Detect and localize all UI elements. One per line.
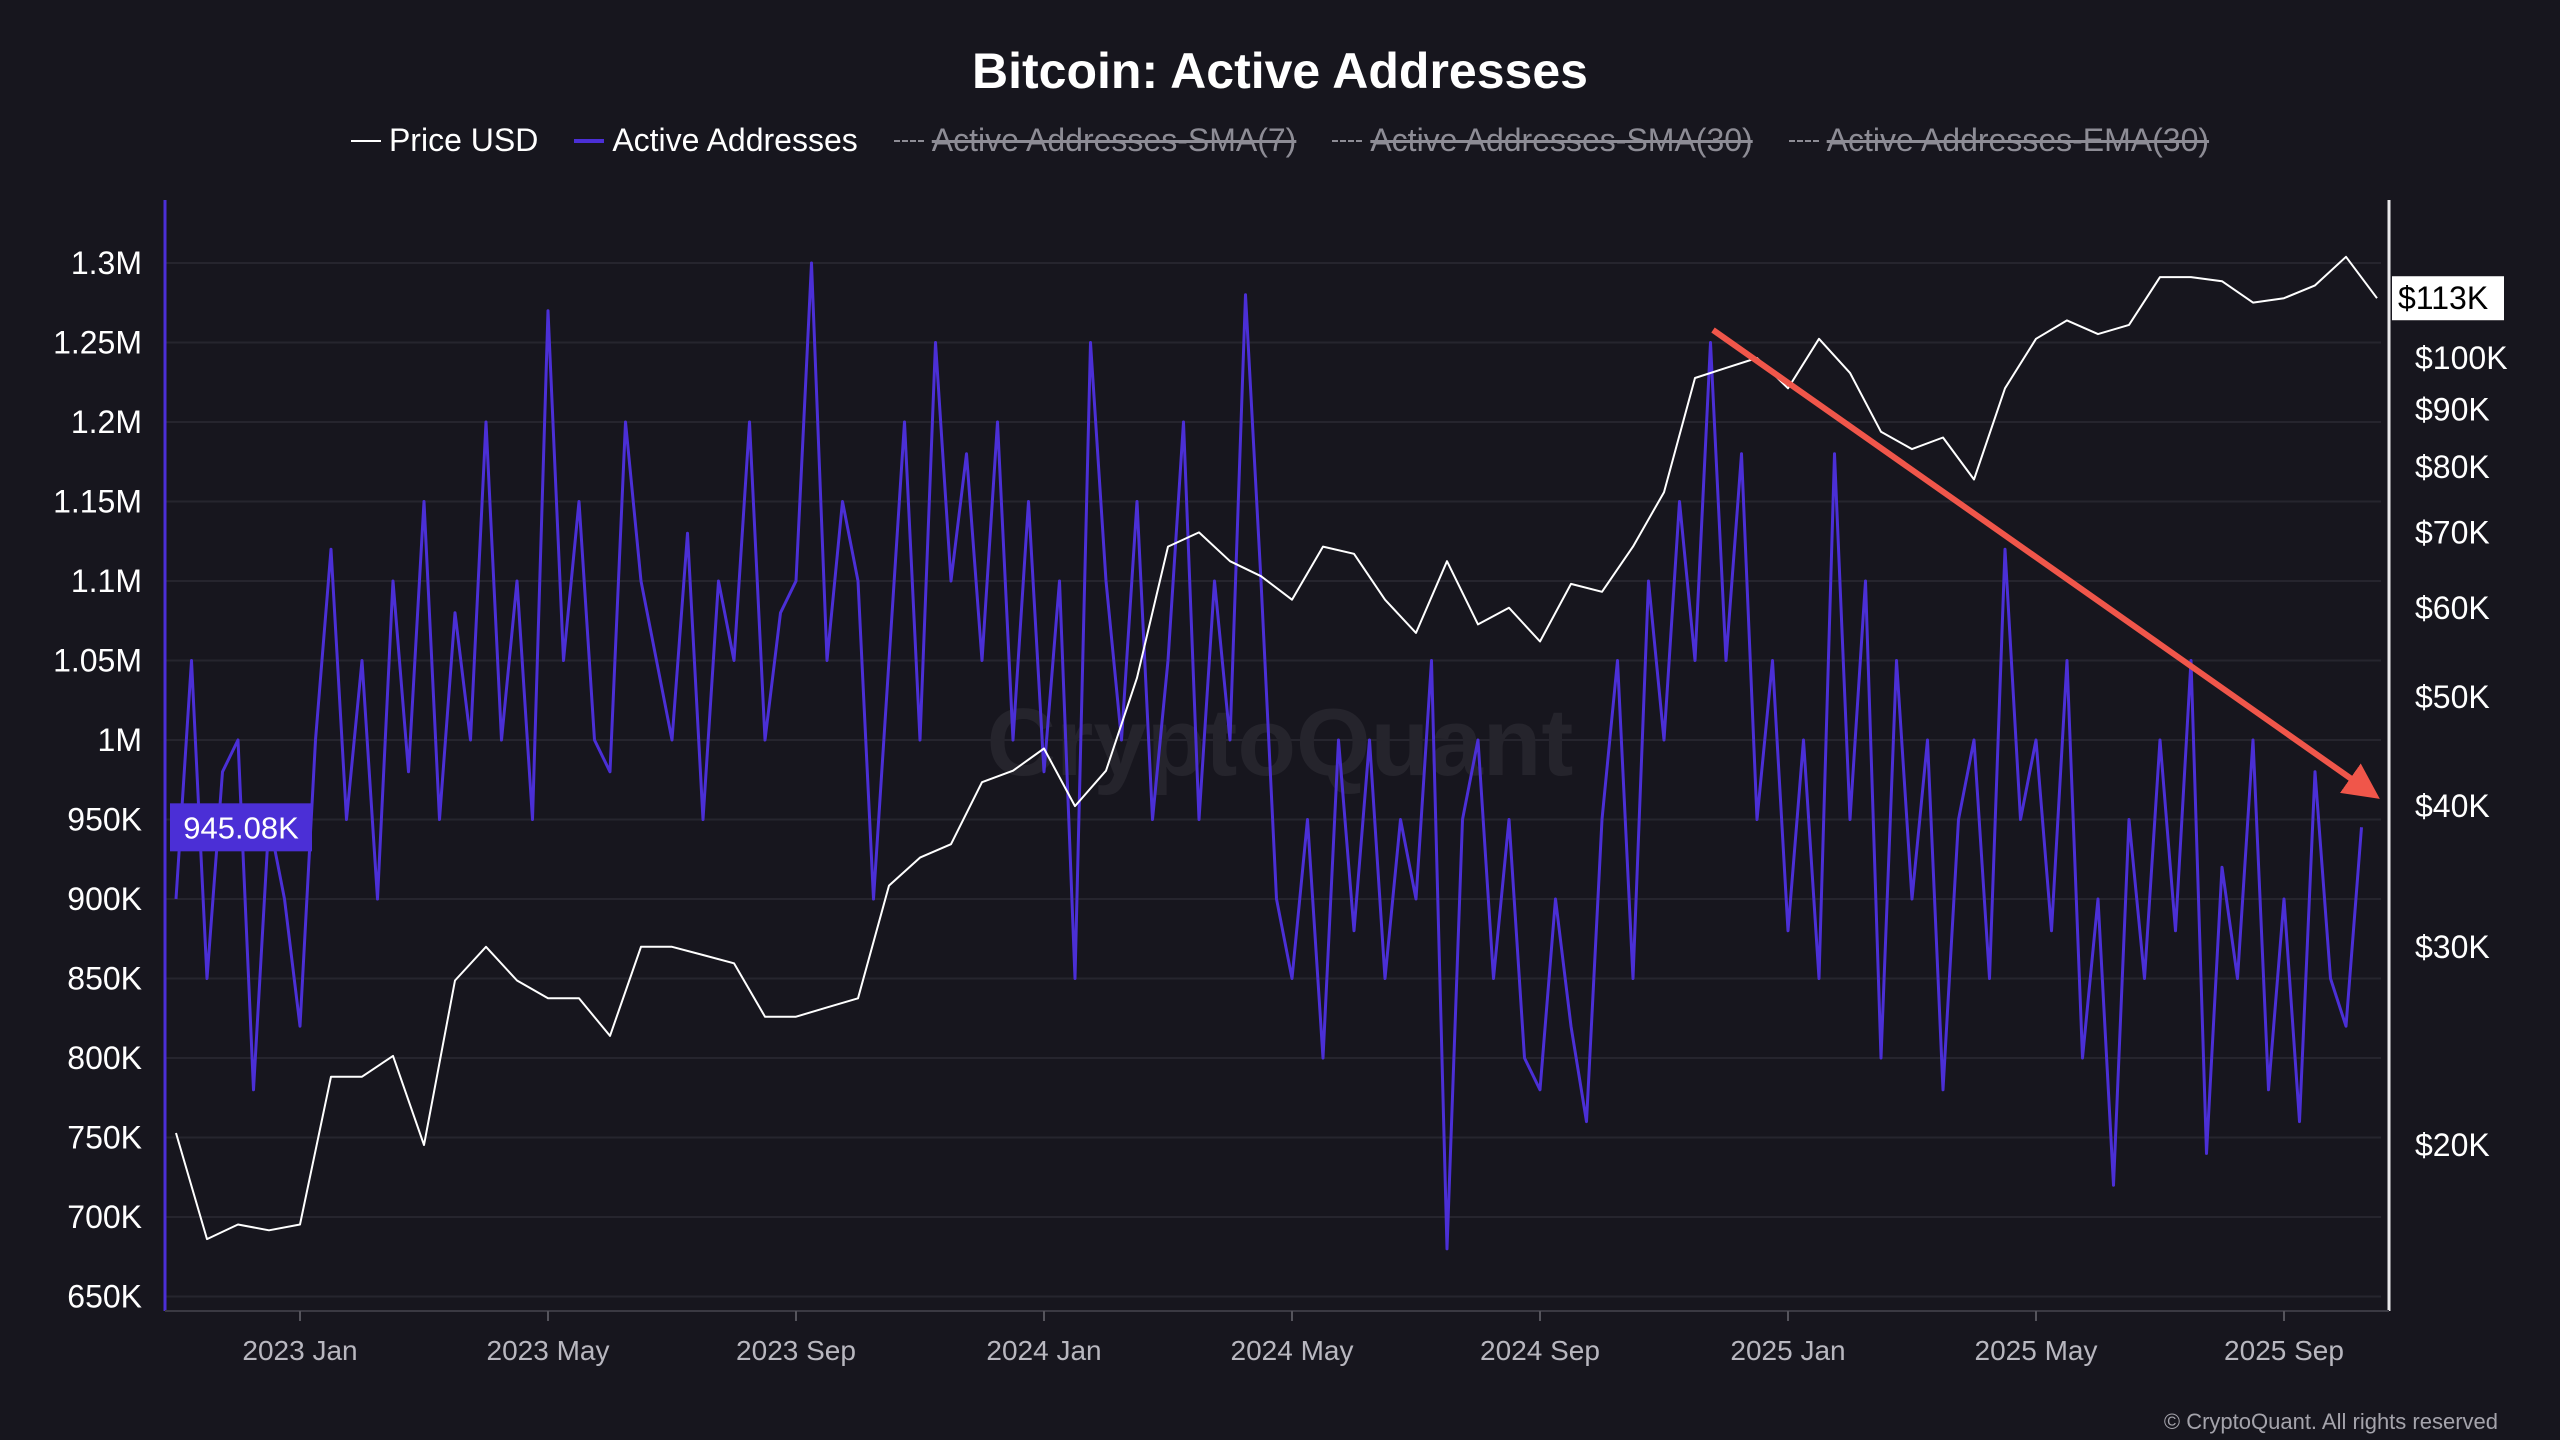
right-tick-label: $30K [2415, 929, 2490, 965]
x-tick-label: 2025 May [1975, 1335, 2098, 1366]
trend-arrow [1711, 327, 2380, 799]
active-addresses-line [174, 261, 2363, 1251]
x-tick-label: 2023 May [487, 1335, 610, 1366]
copyright: © CryptoQuant. All rights reserved [2163, 1409, 2498, 1434]
x-tick-label: 2025 Jan [1730, 1335, 1845, 1366]
left-tick-label: 1.1M [71, 563, 142, 599]
x-tick-label: 2024 Jan [986, 1335, 1101, 1366]
legend-swatch [350, 139, 381, 142]
legend-label: Active Addresses-SMA(7) [931, 122, 1297, 158]
legend-label: Price USD [388, 122, 539, 158]
left-tick-label: 1.25M [53, 325, 142, 361]
right-tick-label: $70K [2415, 514, 2490, 550]
legend-sma7[interactable]: Active Addresses-SMA(7) [893, 122, 1297, 159]
right-tick-label: $80K [2415, 449, 2490, 485]
chart-title: Bitcoin: Active Addresses [972, 43, 1588, 99]
left-tick-label: 1.15M [53, 484, 142, 520]
price-usd-line [175, 255, 2378, 1241]
left-tick-label: 850K [67, 961, 142, 997]
x-tick-label: 2025 Sep [2224, 1335, 2344, 1366]
current-price-label: $113K [2398, 280, 2488, 316]
x-tick-label: 2023 Jan [242, 1335, 357, 1366]
legend-label: Active Addresses-SMA(30) [1370, 122, 1753, 158]
left-tick-label: 900K [67, 881, 142, 917]
legend-label: Active Addresses-EMA(30) [1826, 122, 2210, 158]
left-tick-label: 1.05M [53, 643, 142, 679]
x-tick-label: 2024 May [1231, 1335, 1354, 1366]
left-tick-label: 650K [67, 1279, 142, 1315]
current-address-badge [170, 803, 312, 852]
legend-sma30[interactable]: Active Addresses-SMA(30) [1332, 122, 1753, 159]
legend-label: Active Addresses [612, 122, 858, 158]
legend-active-addresses[interactable]: Active Addresses [574, 122, 858, 159]
legend-swatch [1788, 139, 1819, 142]
left-tick-label: 800K [67, 1040, 142, 1076]
left-tick-label: 1.2M [71, 404, 142, 440]
legend-swatch [1332, 139, 1363, 142]
legend-swatch [574, 138, 605, 143]
legend-price-usd[interactable]: Price USD [350, 122, 539, 159]
current-address-label: 945.08K [183, 810, 299, 845]
left-tick-label: 1.3M [71, 245, 142, 281]
right-tick-label: $20K [2415, 1127, 2490, 1163]
legend-swatch [893, 139, 924, 142]
left-tick-label: 950K [67, 802, 142, 838]
right-tick-label: $100K [2415, 340, 2508, 376]
watermark: CryptoQuant [987, 689, 1574, 796]
left-tick-label: 1M [98, 722, 142, 758]
legend: Price USD Active Addresses Active Addres… [0, 122, 2560, 159]
right-tick-label: $60K [2415, 590, 2490, 626]
x-tick-label: 2023 Sep [736, 1335, 856, 1366]
x-tick-label: 2024 Sep [1480, 1335, 1600, 1366]
left-tick-label: 750K [67, 1120, 142, 1156]
left-tick-label: 700K [67, 1199, 142, 1235]
current-price-badge [2392, 276, 2504, 321]
legend-ema30[interactable]: Active Addresses-EMA(30) [1788, 122, 2210, 159]
right-tick-label: $50K [2415, 679, 2490, 715]
right-tick-label: $90K [2415, 392, 2490, 428]
right-tick-label: $40K [2415, 788, 2490, 824]
